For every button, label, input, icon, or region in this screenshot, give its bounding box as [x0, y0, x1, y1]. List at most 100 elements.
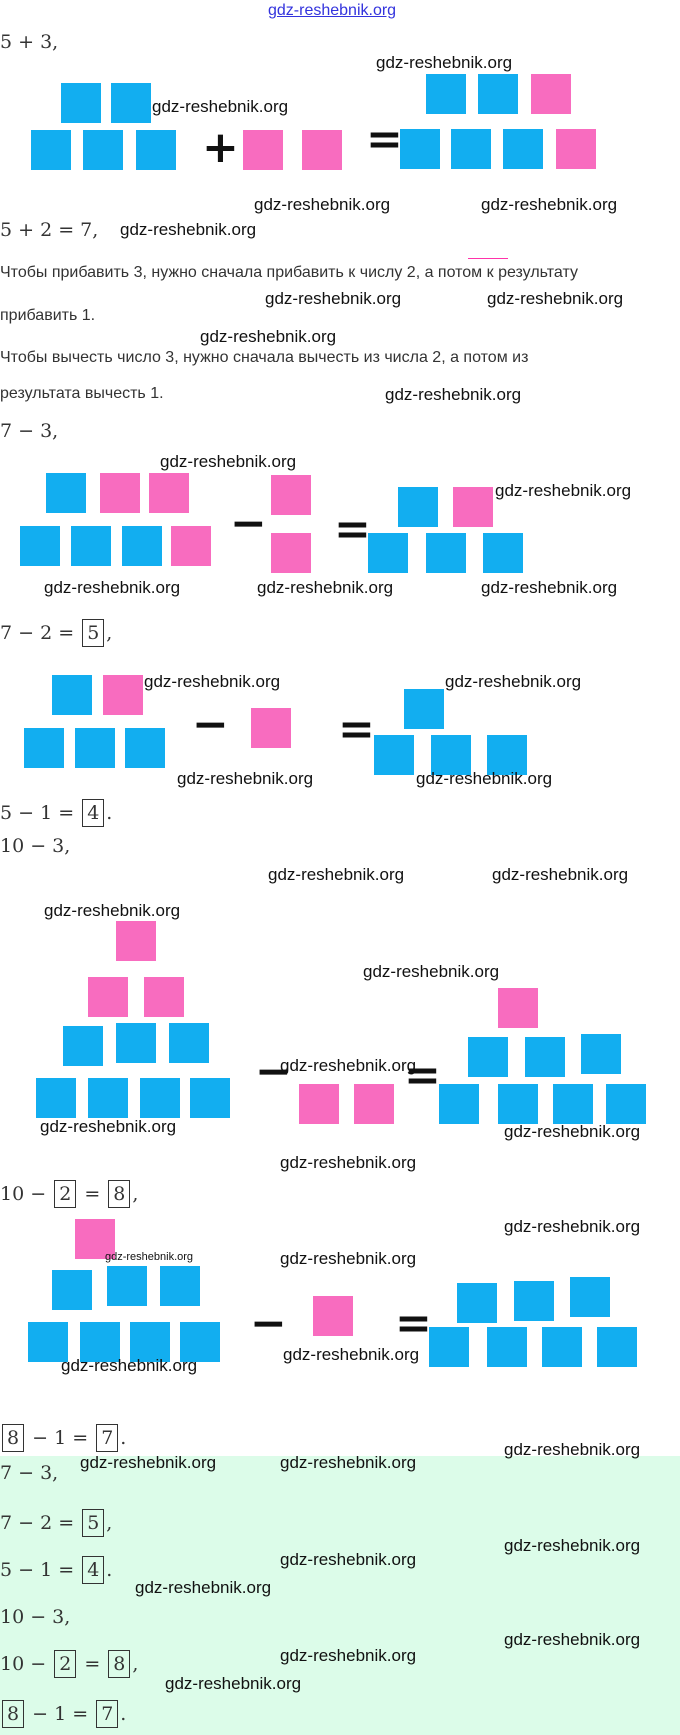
equation-text: 7 − 2 = — [0, 622, 81, 644]
blue-square — [136, 130, 176, 170]
watermark: gdz-reshebnik.org — [495, 481, 632, 500]
blue-square — [400, 129, 440, 169]
pink-square — [453, 487, 493, 527]
watermark: gdz-reshebnik.org — [135, 1578, 272, 1597]
equation-text: , — [106, 1512, 113, 1534]
answer-equation: 5 − 1 = 4. — [0, 1555, 112, 1585]
pink-square — [271, 475, 311, 515]
equation: 5 + 2 = 7, — [0, 215, 98, 245]
watermark: gdz-reshebnik.org — [280, 1056, 417, 1075]
blue-square — [140, 1078, 180, 1118]
equation-text: − 1 = — [26, 1703, 95, 1725]
equation-text: − 1 = — [26, 1427, 95, 1449]
answer-box: 8 — [2, 1700, 25, 1728]
watermark: gdz-reshebnik.org — [363, 962, 500, 981]
blue-square — [75, 728, 115, 768]
watermark: gdz-reshebnik.org — [416, 769, 553, 788]
equation-text: 5 + 3, — [0, 31, 59, 53]
blue-square — [426, 74, 466, 114]
watermark: gdz-reshebnik.org — [265, 289, 402, 308]
equation-text: 7 − 3, — [0, 1462, 59, 1484]
answer-equation: 10 − 2 = 8, — [0, 1649, 138, 1679]
equation-text: = — [78, 1653, 107, 1675]
equation-text: 5 + 2 = 7, — [0, 219, 99, 241]
site-link[interactable]: gdz-reshebnik.org — [268, 2, 397, 19]
blue-square — [483, 533, 523, 573]
equation-text: 10 − 3, — [0, 1606, 71, 1628]
pink-square — [313, 1296, 353, 1336]
blue-square — [61, 83, 101, 123]
equation-text: , — [132, 1183, 139, 1205]
blue-square — [83, 130, 123, 170]
blue-square — [553, 1084, 593, 1124]
answer-box: 7 — [96, 1700, 119, 1728]
equals-sign: = — [366, 114, 403, 165]
blue-square — [487, 735, 527, 775]
blue-square — [52, 675, 92, 715]
answer-box: 8 — [108, 1180, 131, 1208]
watermark: gdz-reshebnik.org — [144, 672, 281, 691]
blue-square — [429, 1327, 469, 1367]
equals-sign: = — [404, 1050, 441, 1101]
blue-square — [570, 1277, 610, 1317]
pink-square — [251, 708, 291, 748]
watermark: gdz-reshebnik.org — [385, 385, 522, 404]
watermark: gdz-reshebnik.org — [504, 1536, 641, 1555]
equation-text: 7 − 3, — [0, 420, 59, 442]
paragraph-line: Чтобы вычесть число 3, нужно сначала выч… — [0, 349, 529, 366]
equation-text: . — [120, 1703, 127, 1725]
watermark: gdz-reshebnik.org — [280, 1153, 417, 1172]
watermark: gdz-reshebnik.org — [105, 1251, 194, 1263]
watermark: gdz-reshebnik.org — [257, 578, 394, 597]
blue-square — [606, 1084, 646, 1124]
equation-text: . — [120, 1427, 127, 1449]
blue-square — [426, 533, 466, 573]
equation-text: . — [106, 1559, 113, 1581]
blue-square — [503, 129, 543, 169]
equation-text: 7 − 2 = — [0, 1512, 81, 1534]
equation: 5 + 3, — [0, 27, 58, 57]
watermark: gdz-reshebnik.org — [504, 1630, 641, 1649]
watermark: gdz-reshebnik.org — [280, 1249, 417, 1268]
minus-sign: − — [250, 1298, 287, 1349]
answer-box: 2 — [54, 1180, 77, 1208]
answer-equation: 8 − 1 = 7. — [0, 1699, 126, 1729]
paragraph-line: прибавить 1. — [0, 307, 96, 324]
equation-text: , — [106, 622, 113, 644]
watermark: gdz-reshebnik.org — [280, 1646, 417, 1665]
pink-square — [103, 675, 143, 715]
equation-text: 5 − 1 = — [0, 1559, 81, 1581]
blue-square — [190, 1078, 230, 1118]
blue-square — [130, 1322, 170, 1362]
watermark: gdz-reshebnik.org — [80, 1453, 217, 1472]
blue-square — [514, 1281, 554, 1321]
pink-square — [302, 130, 342, 170]
answer-box: 5 — [82, 619, 105, 647]
equation-text: = — [78, 1183, 107, 1205]
pink-square — [243, 130, 283, 170]
blue-square — [160, 1266, 200, 1306]
blue-square — [478, 74, 518, 114]
blue-square — [431, 735, 471, 775]
blue-square — [46, 473, 86, 513]
blue-square — [116, 1023, 156, 1063]
watermark: gdz-reshebnik.org — [200, 327, 337, 346]
blue-square — [581, 1034, 621, 1074]
watermark: gdz-reshebnik.org — [487, 289, 624, 308]
watermark: gdz-reshebnik.org — [492, 865, 629, 884]
blue-square — [71, 526, 111, 566]
pink-square — [531, 74, 571, 114]
blue-square — [374, 735, 414, 775]
blue-square — [20, 526, 60, 566]
answer-equation: 7 − 2 = 5, — [0, 1508, 112, 1538]
equation: 7 − 2 = 5, — [0, 618, 112, 648]
watermark: gdz-reshebnik.org — [44, 901, 181, 920]
paragraph-line: результата вычесть 1. — [0, 385, 164, 402]
watermark: gdz-reshebnik.org — [177, 769, 314, 788]
blue-square — [498, 1084, 538, 1124]
blue-square — [122, 526, 162, 566]
minus-sign: − — [230, 498, 267, 549]
equation: 5 − 1 = 4. — [0, 798, 112, 828]
equals-sign: = — [395, 1298, 432, 1349]
pink-square — [116, 921, 156, 961]
